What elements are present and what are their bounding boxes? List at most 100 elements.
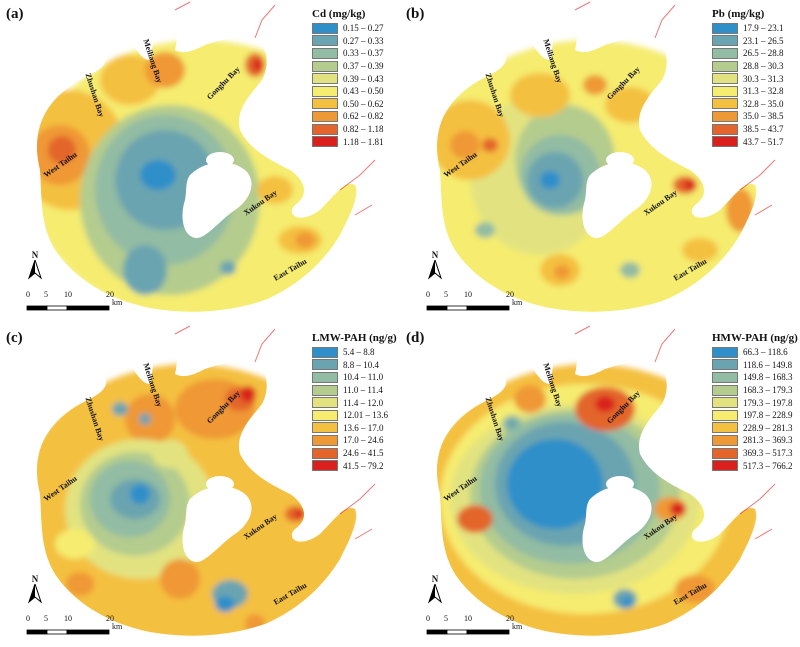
concentration-zone <box>48 136 76 164</box>
legend-range: 38.5 – 43.7 <box>743 124 784 135</box>
legend-range: 24.6 – 41.5 <box>343 448 384 459</box>
concentration-zone <box>675 575 715 603</box>
legend-row: 0.37 – 0.39 <box>312 60 384 73</box>
legend-swatch <box>712 110 738 122</box>
legend-row: 11.4 – 12.0 <box>312 396 397 409</box>
scale-tick-label: 10 <box>64 614 72 623</box>
legend-range: 281.3 – 369.3 <box>743 435 793 446</box>
concentration-zone <box>253 59 263 71</box>
island <box>606 476 634 492</box>
concentration-zone <box>55 529 95 559</box>
legend-range: 32.8 – 35.0 <box>743 98 784 109</box>
panel-label: (a) <box>6 6 24 22</box>
concentration-zone <box>507 419 517 429</box>
scale-tick-label: 10 <box>464 614 472 623</box>
legend-range: 30.3 – 31.3 <box>743 73 784 84</box>
legend-row: 10.4 – 11.0 <box>312 371 397 384</box>
legend-range: 23.1 – 26.5 <box>743 35 784 46</box>
legend-range: 66.3 – 118.6 <box>743 347 788 358</box>
legend-row: 0.82 – 1.18 <box>312 123 384 136</box>
concentration-zone <box>540 171 560 189</box>
scale-bar-graphic <box>426 305 510 311</box>
scale-bar: 0 5 10 20 km <box>26 290 166 318</box>
concentration-zone <box>475 222 495 238</box>
legend-title: HMW-PAH (ng/g) <box>712 332 798 344</box>
map-panel-c: (c) Zhushan Bay Meiliang Bay Gonghu Bay West… <box>0 324 400 647</box>
concentration-zone <box>457 505 493 533</box>
legend-range: 168.3 – 179.3 <box>743 385 793 396</box>
concentration-zone <box>295 509 305 519</box>
legend-swatch <box>312 35 338 47</box>
lake-map-d <box>436 325 776 636</box>
panel-label: (d) <box>406 330 425 346</box>
legend-row: 5.4 – 8.8 <box>312 346 397 359</box>
scale-bar: 0 5 10 20 km <box>26 614 166 642</box>
legend-range: 12.01 – 13.6 <box>343 410 388 421</box>
legend-row: 0.50 – 0.62 <box>312 98 384 111</box>
legend-title: LMW-PAH (ng/g) <box>312 332 397 344</box>
legend-range: 35.0 – 38.5 <box>743 111 784 122</box>
concentration-zone <box>514 385 546 413</box>
legend-swatch <box>312 371 338 383</box>
north-label: N <box>31 250 39 260</box>
concentration-zone <box>450 131 480 159</box>
legend-row: 228.9 – 281.3 <box>712 422 798 435</box>
scale-tick-label: 5 <box>444 290 448 299</box>
north-arrow-icon <box>27 258 43 280</box>
north-label: N <box>431 574 439 584</box>
scale-tick-label: 0 <box>426 290 430 299</box>
legend-row: 35.0 – 38.5 <box>712 110 784 123</box>
island <box>606 152 634 168</box>
scale-unit: km <box>112 298 123 307</box>
scale-bar-graphic <box>426 629 510 635</box>
scale-unit: km <box>112 622 123 631</box>
legend-swatch <box>712 397 738 409</box>
concentration-zone <box>595 396 615 412</box>
legend-row: 30.3 – 31.3 <box>712 72 784 85</box>
island <box>582 162 652 239</box>
legend-range: 517.3 – 766.2 <box>743 460 793 471</box>
legend-swatch <box>312 434 338 446</box>
concentration-zone <box>507 439 603 529</box>
legend-range: 31.3 – 32.8 <box>743 86 784 97</box>
legend-swatch <box>312 47 338 59</box>
legend-swatch <box>712 73 738 85</box>
legend-row: 26.5 – 28.8 <box>712 47 784 60</box>
concentration-zone <box>583 75 607 95</box>
map-panel-a: (a) Zhushan Bay Meiliang Bay Gonghu Bay West… <box>0 0 400 323</box>
river-lines <box>174 325 376 540</box>
island <box>206 476 234 492</box>
legend-swatch <box>312 384 338 396</box>
concentration-zone <box>554 265 570 279</box>
north-arrow-icon <box>427 582 443 604</box>
concentration-zone <box>160 559 200 599</box>
map-panel-b: (b) Zhushan Bay Meiliang Bay Gonghu Bay West… <box>400 0 800 323</box>
legend-range: 17.9 – 23.1 <box>743 23 784 34</box>
legend-row: 1.18 – 1.81 <box>312 135 384 148</box>
scale-tick-label: 0 <box>26 614 30 623</box>
legend: Pb (mg/kg) 17.9 – 23.1 23.1 – 26.5 26.5 – 2… <box>712 8 784 148</box>
north-arrow: N <box>427 250 443 282</box>
legend-range: 0.82 – 1.18 <box>343 124 384 135</box>
scale-tick-label: 20 <box>106 290 114 299</box>
legend-swatch <box>312 359 338 371</box>
legend-range: 149.8 – 168.3 <box>743 372 793 383</box>
scale-tick-label: 10 <box>64 290 72 299</box>
legend-swatch <box>712 359 738 371</box>
legend-row: 28.8 – 30.3 <box>712 60 784 73</box>
legend-range: 0.27 – 0.33 <box>343 35 384 46</box>
legend-range: 43.7 – 51.7 <box>743 136 784 147</box>
legend-row: 17.9 – 23.1 <box>712 22 784 35</box>
scale-tick-label: 0 <box>426 614 430 623</box>
legend-range: 0.39 – 0.43 <box>343 73 384 84</box>
concentration-zone <box>100 55 160 105</box>
concentration-zone <box>130 484 150 504</box>
concentration-zone <box>295 232 315 248</box>
map-panel-d: (d) Zhushan Bay Meiliang Bay Gonghu Bay West… <box>400 324 800 647</box>
legend-range: 228.9 – 281.3 <box>743 422 793 433</box>
legend-swatch <box>312 60 338 72</box>
legend: HMW-PAH (ng/g) 66.3 – 118.6 118.6 – 149.8 1… <box>712 332 798 472</box>
lake-map-a <box>36 1 376 312</box>
island <box>182 162 252 239</box>
concentration-zone <box>245 614 265 634</box>
